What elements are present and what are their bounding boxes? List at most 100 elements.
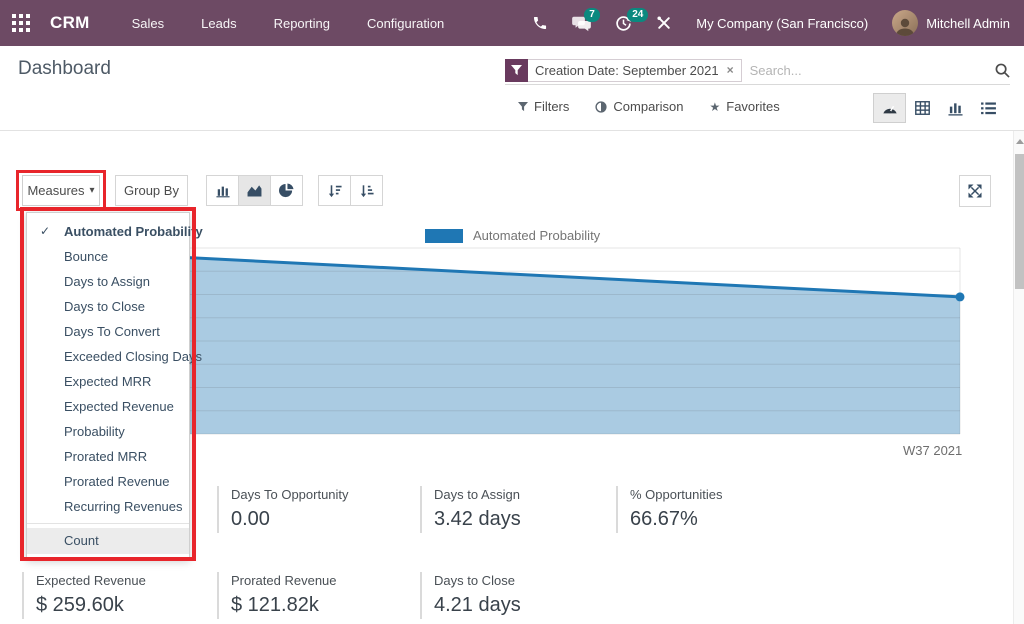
facet-remove-button[interactable]: × xyxy=(726,63,734,77)
activities-button[interactable]: 24 xyxy=(615,7,649,32)
measures-menu-item[interactable]: Exceeded Closing Days xyxy=(64,349,203,364)
favorites-label: Favorites xyxy=(726,99,780,114)
measures-menu-item[interactable]: Prorated MRR xyxy=(64,449,148,464)
legend-swatch xyxy=(425,228,463,243)
page-title: Dashboard xyxy=(18,58,111,79)
pie-chart-icon xyxy=(279,183,294,198)
grid-icon xyxy=(12,14,30,32)
measures-menu-item[interactable]: Expected Revenue xyxy=(64,399,174,414)
legend-label: Automated Probability xyxy=(473,228,601,243)
activities-count-badge: 24 xyxy=(627,7,649,22)
view-pivot-button[interactable] xyxy=(906,93,939,123)
bar-chart-mode-button[interactable] xyxy=(206,175,239,206)
sort-asc-icon xyxy=(360,184,374,197)
filters-menu-button[interactable]: Filters xyxy=(518,99,569,114)
area-chart-icon xyxy=(247,185,262,197)
nav-menu-configuration[interactable]: Configuration xyxy=(366,15,445,31)
view-switcher xyxy=(873,93,1005,123)
measures-menu-item[interactable]: Days to Assign xyxy=(64,274,150,289)
group-by-button[interactable]: Group By xyxy=(115,175,188,206)
pie-chart-mode-button[interactable] xyxy=(270,175,303,206)
view-graph-button[interactable] xyxy=(939,93,972,123)
measures-menu-item[interactable]: ✓ Automated Probability xyxy=(27,219,203,244)
caret-down-icon: ▾ xyxy=(89,185,95,196)
kpi-tile: Days To Opportunity 0.00 xyxy=(217,486,402,533)
user-name: Mitchell Admin xyxy=(926,15,1010,31)
sort-ascending-button[interactable] xyxy=(350,175,383,206)
kpi-label: Expected Revenue xyxy=(36,573,146,588)
measures-menu-item[interactable]: Days to Close xyxy=(64,299,145,314)
company-switcher[interactable]: My Company (San Francisco) xyxy=(696,15,869,31)
header-divider xyxy=(0,130,1024,131)
kpi-value: 4.21 days xyxy=(434,594,521,616)
measures-button[interactable]: Measures ▾ xyxy=(22,175,100,206)
kpi-tile: Days to Close 4.21 days xyxy=(420,572,605,619)
measures-menu-item[interactable]: Recurring Revenues xyxy=(64,499,183,514)
messages-count-badge: 7 xyxy=(584,7,600,22)
view-list-button[interactable] xyxy=(972,93,1005,123)
search-bar: Creation Date: September 2021 × xyxy=(505,56,1010,85)
kpi-label: Days to Assign xyxy=(434,487,520,502)
apps-grid-icon[interactable] xyxy=(0,0,42,46)
phone-icon xyxy=(534,17,547,29)
voip-phone-button[interactable] xyxy=(532,15,548,31)
user-menu[interactable]: Mitchell Admin xyxy=(892,10,1010,36)
kpi-value: 0.00 xyxy=(231,508,270,530)
measures-menu-item[interactable]: Prorated Revenue xyxy=(64,474,170,489)
kpi-label: Prorated Revenue xyxy=(231,573,337,588)
vertical-scrollbar[interactable] xyxy=(1013,131,1024,624)
check-icon: ✓ xyxy=(40,224,51,238)
view-dashboard-button[interactable] xyxy=(873,93,906,123)
menu-divider xyxy=(27,523,189,524)
kpi-tile: % Opportunities 66.67% xyxy=(616,486,801,533)
chart-legend[interactable]: Automated Probability xyxy=(425,228,600,243)
app-title: CRM xyxy=(50,13,90,32)
star-icon: ★ xyxy=(709,99,721,114)
chat-bubbles-icon xyxy=(572,16,592,31)
kpi-value: 3.42 days xyxy=(434,508,521,530)
measures-menu-item[interactable]: Count xyxy=(27,528,189,554)
person-silhouette-icon xyxy=(896,18,915,36)
fullscreen-button[interactable] xyxy=(959,175,991,207)
avatar xyxy=(892,10,919,36)
kpi-value: $ 121.82k xyxy=(231,594,319,616)
kpi-tile: Days to Assign 3.42 days xyxy=(420,486,605,533)
kpi-label: Days to Close xyxy=(434,573,515,588)
tools-button[interactable] xyxy=(656,15,672,31)
pivot-table-icon xyxy=(915,101,930,115)
dashboard-gauge-icon xyxy=(882,105,897,114)
nav-menu-reporting[interactable]: Reporting xyxy=(273,15,330,31)
filters-label: Filters xyxy=(534,99,570,114)
scroll-up-arrow-icon[interactable] xyxy=(1016,139,1024,144)
messages-button[interactable]: 7 xyxy=(572,7,600,32)
measures-dropdown: ✓ Automated Probability Bounce Days to A… xyxy=(26,212,203,560)
search-icon[interactable] xyxy=(995,63,1010,78)
kpi-label: Days To Opportunity xyxy=(231,487,349,502)
bar-graph-icon xyxy=(948,102,963,116)
kpi-label: % Opportunities xyxy=(630,487,723,502)
measures-menu-item[interactable]: Expected MRR xyxy=(64,374,152,389)
favorites-menu-button[interactable]: ★ Favorites xyxy=(709,99,779,114)
scrollbar-thumb[interactable] xyxy=(1015,154,1024,289)
nav-menu-leads[interactable]: Leads xyxy=(201,15,237,31)
comparison-menu-button[interactable]: Comparison xyxy=(595,99,683,114)
group-by-label: Group By xyxy=(124,183,179,198)
measures-menu-item[interactable]: Probability xyxy=(64,424,125,439)
measures-menu-item[interactable]: Bounce xyxy=(64,249,109,264)
chart-type-group xyxy=(206,175,303,206)
search-input[interactable] xyxy=(741,62,995,78)
measures-menu-item[interactable]: Days To Convert xyxy=(64,324,160,339)
area-chart-mode-button[interactable] xyxy=(238,175,271,206)
tools-icon xyxy=(657,16,670,29)
facet-label: Creation Date: September 2021 xyxy=(535,62,719,78)
kpi-value: 66.67% xyxy=(630,508,698,530)
sort-descending-button[interactable] xyxy=(318,175,351,206)
nav-menu-sales[interactable]: Sales xyxy=(131,15,165,31)
measures-label: Measures xyxy=(27,183,85,198)
kpi-tile: Expected Revenue $ 259.60k xyxy=(22,572,207,619)
search-facet: Creation Date: September 2021 × xyxy=(505,58,742,82)
sort-group xyxy=(318,175,383,206)
comparison-label: Comparison xyxy=(613,99,684,114)
comparison-icon xyxy=(595,100,607,113)
search-options: Filters Comparison ★ Favorites xyxy=(518,99,780,114)
